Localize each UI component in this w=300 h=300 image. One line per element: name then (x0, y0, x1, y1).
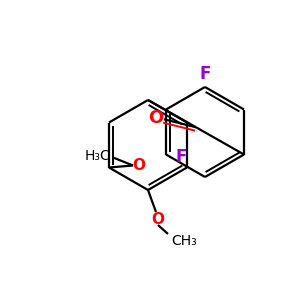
Text: F: F (175, 148, 187, 166)
Text: F: F (199, 65, 211, 83)
Text: H₃C: H₃C (84, 149, 110, 164)
Text: O: O (152, 212, 164, 226)
Text: O: O (133, 158, 146, 173)
Text: O: O (148, 109, 164, 127)
Text: CH₃: CH₃ (171, 234, 197, 248)
